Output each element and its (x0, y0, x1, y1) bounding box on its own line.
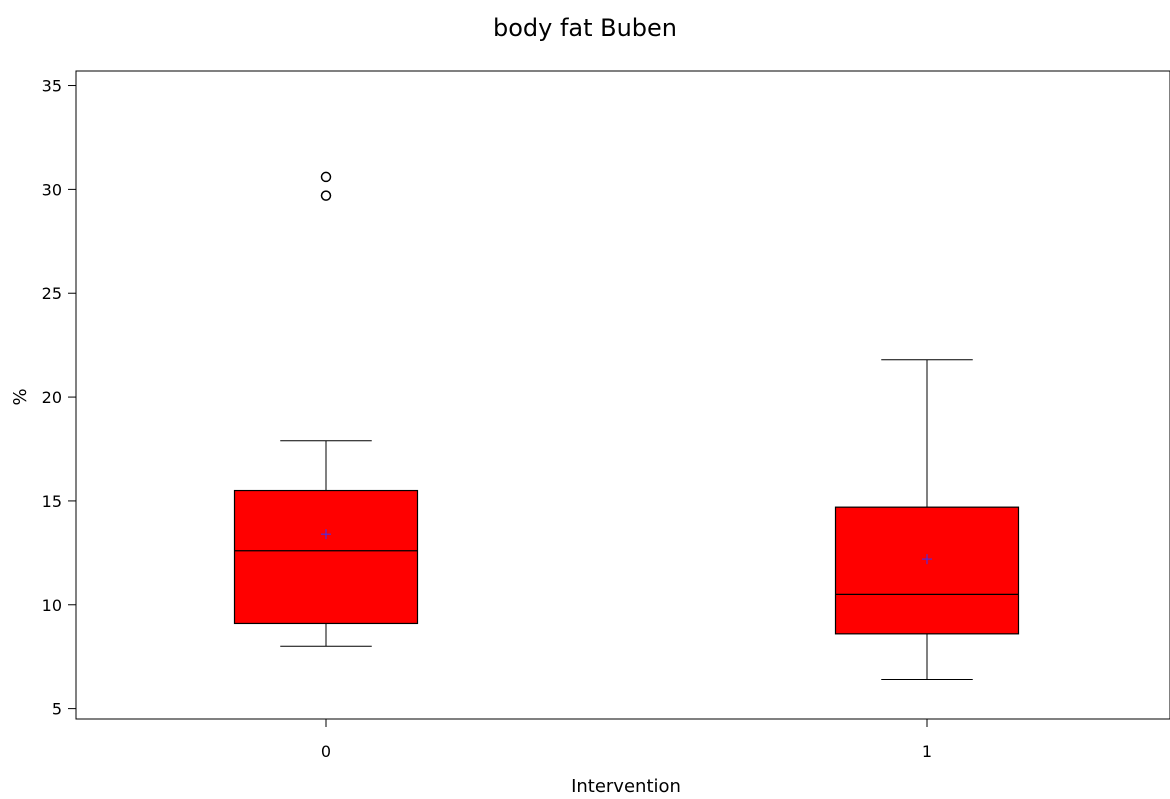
outlier-point (320, 171, 332, 183)
box-group-0 (233, 171, 419, 647)
y-axis: 5 10 15 20 25 30 35 (42, 77, 76, 719)
y-tick-label: 30 (42, 180, 62, 199)
outlier-point (320, 190, 332, 201)
x-tick-label: 1 (922, 742, 932, 761)
iqr-box (233, 489, 419, 625)
chart-title: body fat Buben (492, 14, 678, 42)
plot-area-frame (75, 70, 1170, 720)
x-tick-label: 0 (321, 742, 331, 761)
y-tick-label: 15 (42, 492, 62, 511)
y-axis-title: % (10, 388, 31, 405)
boxes-group (233, 171, 1020, 681)
box-group-1 (834, 359, 1020, 681)
iqr-box (834, 506, 1020, 635)
y-tick-label: 10 (42, 596, 62, 615)
y-tick-label: 35 (42, 77, 62, 96)
y-tick-label: 5 (52, 700, 62, 719)
y-tick-label: 25 (42, 284, 62, 303)
y-tick-label: 20 (42, 388, 62, 407)
x-axis-title: Intervention (571, 776, 681, 797)
